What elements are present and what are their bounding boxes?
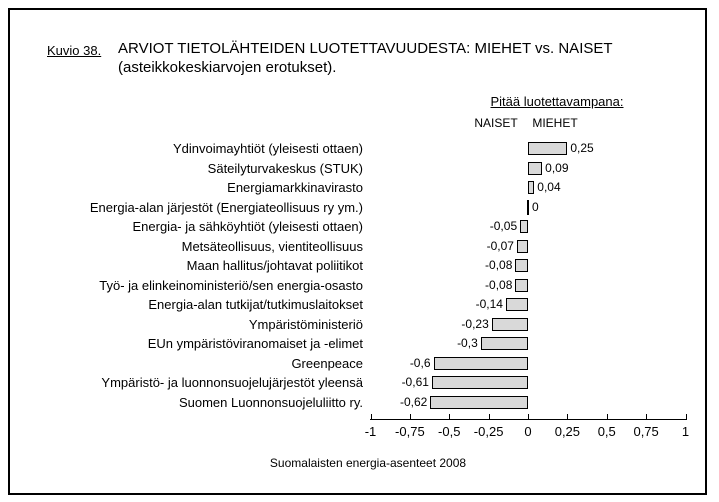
- legend-heading: Pitää luotettavampana:: [490, 94, 624, 109]
- bar: [491, 317, 528, 331]
- bar: [528, 161, 543, 175]
- bar: [515, 278, 528, 292]
- bar: [430, 395, 528, 409]
- category-label: Säteilyturvakeskus (STUK): [207, 160, 363, 176]
- x-axis-tick: [646, 414, 648, 419]
- bar: [480, 337, 528, 350]
- category-label: Greenpeace: [291, 355, 363, 371]
- x-axis-line: [370, 419, 687, 420]
- bar-value-label: 0,09: [545, 160, 569, 175]
- x-axis-tick-label: -0,5: [438, 424, 461, 439]
- category-label: Ympäristöministeriö: [248, 316, 363, 332]
- x-axis-tick-label: 1: [681, 424, 690, 439]
- bar-value-label: -0,61: [401, 375, 429, 389]
- category-label: Ydinvoimayhtiöt (yleisesti ottaen): [172, 141, 363, 156]
- bar-value-label: -0,23: [461, 316, 489, 331]
- bar: [527, 199, 529, 215]
- x-axis-tick: [685, 414, 687, 419]
- bar-value-label: -0,62: [399, 394, 428, 409]
- bar-value-label: 0,04: [537, 180, 561, 194]
- bar-value-label: -0,3: [457, 336, 478, 350]
- bar-value-label: 0,25: [570, 141, 594, 155]
- figure-title-line2: (asteikkokeskiarvojen erotukset).: [118, 59, 337, 76]
- x-axis-tick: [606, 414, 608, 419]
- category-label: Ympäristö- ja luonnonsuojelujärjestöt yl…: [101, 375, 363, 390]
- footer-caption: Suomalaisten energia-asenteet 2008: [269, 456, 467, 470]
- x-axis-tick-label: 0: [524, 424, 532, 439]
- x-axis-tick-label: -0,75: [395, 424, 425, 439]
- x-axis-tick: [567, 414, 569, 419]
- bar: [528, 181, 535, 194]
- category-label: EUn ympäristöviranomaiset ja -elimet: [147, 336, 363, 351]
- bar-value-label: -0,6: [409, 355, 431, 370]
- figure-border: [8, 8, 707, 495]
- x-axis-tick-label: 0,5: [597, 424, 616, 439]
- x-axis-tick-label: 0,25: [554, 424, 581, 439]
- bar-value-label: -0,08: [485, 258, 513, 272]
- bar-value-label: -0,07: [486, 238, 514, 253]
- category-label: Energiamarkkinavirasto: [227, 180, 363, 195]
- bar-value-label: -0,14: [475, 297, 503, 311]
- category-label: Maan hallitus/johtavat poliitikot: [186, 258, 363, 273]
- x-axis-tick-label: -1: [364, 424, 377, 439]
- category-label: Energia-alan tutkijat/tutkimuslaitokset: [148, 297, 363, 312]
- figure-title-line1: ARVIOT TIETOLÄHTEIDEN LUOTETTAVUUDESTA: …: [118, 40, 613, 57]
- bar: [431, 376, 528, 389]
- bar-value-label: -0,05: [489, 219, 518, 233]
- category-label: Metsäteollisuus, vientiteollisuus: [181, 238, 363, 254]
- category-label: Työ- ja elinkeinoministeriö/sen energia-…: [99, 277, 363, 293]
- category-label: Energia- ja sähköyhtiöt (yleisesti ottae…: [132, 219, 363, 234]
- bar: [505, 298, 528, 311]
- x-axis-tick: [449, 414, 451, 419]
- x-axis-tick: [409, 414, 411, 419]
- bar: [528, 142, 568, 155]
- x-axis-tick-label: -0,25: [473, 424, 504, 439]
- bar: [516, 239, 528, 253]
- figure-number-label: Kuvio 38.: [47, 43, 102, 58]
- bar: [520, 220, 528, 233]
- x-axis-tick: [528, 414, 529, 419]
- category-label: Suomen Luonnonsuojeluliitto ry.: [178, 394, 363, 410]
- x-axis-tick-label: 0,75: [633, 424, 659, 439]
- bar-value-label: -0,08: [485, 277, 513, 292]
- legend-label-miehet: MIEHET: [532, 116, 578, 130]
- legend-label-naiset: NAISET: [474, 116, 518, 130]
- bar: [515, 259, 528, 272]
- x-axis-tick: [488, 414, 490, 419]
- category-label: Energia-alan järjestöt (Energiateollisuu…: [89, 199, 363, 215]
- x-axis-tick: [370, 414, 372, 419]
- bar: [433, 356, 528, 370]
- bar-value-label: 0: [532, 199, 539, 214]
